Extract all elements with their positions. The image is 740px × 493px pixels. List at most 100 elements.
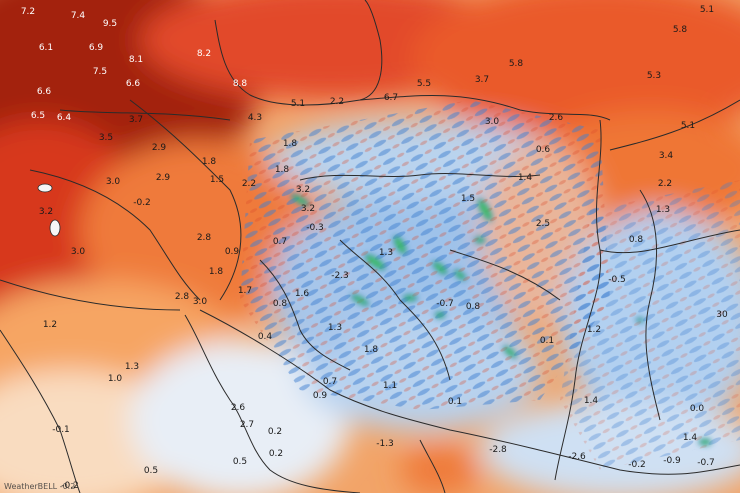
anomaly-value-label: 3.0 [485,117,500,127]
anomaly-value-label: 1.2 [43,320,57,330]
oman-peninsula [419,439,446,493]
anomaly-value-label: 2.2 [242,179,256,189]
anomaly-value-label: 0.2 [269,449,283,459]
anomaly-value-label: 3.7 [475,75,489,85]
spot [434,311,446,319]
spot [432,261,448,275]
strong-anomaly-spots [290,193,712,446]
anomaly-value-label: 6.6 [126,79,141,89]
anomaly-value-label: 8.1 [129,55,143,65]
iran-north-border [359,95,611,121]
anomaly-value-label: -0.7 [697,458,715,468]
anomaly-value-label: 1.8 [209,267,224,277]
pak-internal [639,189,661,421]
anomaly-value-label: 0.1 [540,336,554,346]
lake-van [37,183,53,193]
anomaly-value-label: 8.2 [197,49,211,59]
anomaly-value-label: 2.9 [156,173,171,183]
internal-iran-1 [299,173,541,181]
anomaly-value-label: 5.8 [509,59,524,69]
anomaly-value-label: 1.5 [210,175,224,185]
anomaly-value-label: 30 [716,310,728,320]
anomaly-value-label: 0.9 [313,391,328,401]
spot [350,293,370,307]
anomaly-value-label: 0.5 [144,466,158,476]
anomaly-value-label: 2.2 [658,179,672,189]
anomaly-value-label: 1.8 [364,345,379,355]
spot [635,317,645,323]
anomaly-value-label: 1.5 [461,194,475,204]
warm-northeast [410,0,740,140]
anomaly-value-label: 0.1 [448,397,462,407]
anomaly-value-label: 2.6 [231,403,246,413]
anomaly-value-label: -1.3 [376,439,394,449]
red-sea-coast [0,329,81,493]
anomaly-value-label: 7.4 [71,11,86,21]
anomaly-value-label: 6.4 [57,113,72,123]
anomaly-value-label: 5.1 [700,5,714,15]
watermark: WeatherBELL -0.2 [4,482,76,491]
anomaly-value-label: 1.7 [238,286,252,296]
internal-iran-3 [449,249,561,301]
anomaly-value-label: 4.3 [248,113,262,123]
turkey-border [59,109,231,121]
anomaly-value-label: 6.5 [31,111,45,121]
anomaly-value-label: 0.6 [536,145,551,155]
afghan-pak-border [609,99,740,151]
anomaly-value-label: -0.9 [663,456,681,466]
pak-border-2 [599,229,740,254]
spot [474,236,486,244]
lakes [37,183,61,237]
anomaly-value-label: 1.4 [683,433,698,443]
anomaly-value-label: 0.8 [629,235,644,245]
anomaly-value-label: 6.7 [384,93,398,103]
anomaly-value-label: 1.4 [518,173,533,183]
spot [364,253,386,271]
anomaly-value-label: 7.2 [21,7,35,17]
anomaly-value-label: 1.2 [587,325,601,335]
syria-border [29,169,201,301]
caspian-coast [214,0,383,106]
anomaly-value-label: -2.3 [331,271,349,281]
anomaly-value-label: 1.3 [125,362,139,372]
anomaly-labels: 7.2 7.4 9.5 6.1 6.9 8.1 8.2 7.5 6.6 6.6 8.8 6.5 6.4 3… [21,5,728,491]
anomaly-value-label: 2.6 [549,113,564,123]
anomaly-value-label: 5.1 [291,99,305,109]
anomaly-value-label: 5.1 [681,121,695,131]
anomaly-value-label: -0.7 [436,299,454,309]
anomaly-value-label: 3.4 [659,151,674,161]
anomaly-value-label: 0.4 [258,332,273,342]
anomaly-value-label: 1.3 [379,248,393,258]
anomaly-value-label: 0.0 [690,404,705,414]
anomaly-value-label: 1.1 [383,381,397,391]
anomaly-value-label: 0.7 [323,377,337,387]
spot [402,294,418,302]
anomaly-value-label: 2.7 [240,420,254,430]
gulf-coast-west [184,314,361,493]
anomaly-value-label: 2.8 [175,292,190,302]
iraq-border [129,99,242,301]
anomaly-value-label: 8.8 [233,79,248,89]
anomaly-value-label: 3.0 [193,297,208,307]
spot [698,438,712,446]
spot [502,345,518,359]
anomaly-value-label: 3.2 [39,207,53,217]
gulf-coast-east [199,309,740,475]
anomaly-value-label: 0.7 [273,237,287,247]
anomaly-value-label: 0.9 [225,247,240,257]
anomaly-value-label: 1.8 [283,139,298,149]
anomaly-value-label: -0.1 [52,425,70,435]
anomaly-value-label: 3.0 [71,247,86,257]
anomaly-value-label: 3.7 [129,115,143,125]
anomaly-value-label: 3.5 [99,133,113,143]
anomaly-value-label: -0.2 [61,481,79,491]
anomaly-value-label: -0.3 [306,223,324,233]
anomaly-value-label: 5.3 [647,71,661,81]
anomaly-value-label: 6.1 [39,43,53,53]
anomaly-value-label: 7.5 [93,67,107,77]
anomaly-value-label: 0.8 [466,302,481,312]
anomaly-value-label: 0.5 [233,457,247,467]
